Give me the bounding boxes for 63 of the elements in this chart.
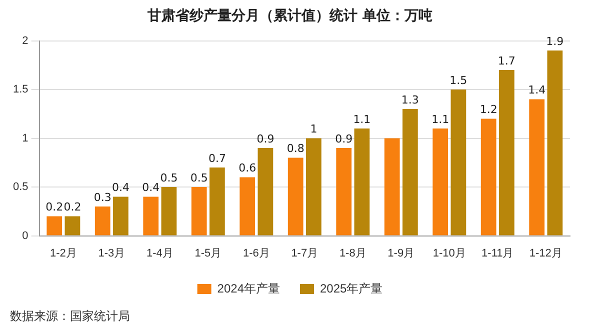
data-label: 0.5 (190, 171, 208, 184)
x-tick-label: 1-6月 (242, 247, 270, 260)
data-label: 0.2 (64, 200, 82, 214)
bar (450, 90, 466, 236)
bar (336, 148, 352, 236)
data-label: 0.4 (142, 181, 160, 194)
bar (113, 196, 128, 236)
y-tick-label: 2 (22, 34, 28, 47)
data-label: 1.3 (401, 93, 419, 106)
data-label: 0.7 (208, 152, 226, 165)
x-tick-label: 1-4月 (146, 247, 174, 260)
bar (288, 158, 304, 236)
bar (46, 216, 62, 236)
data-label: 0.8 (286, 142, 304, 156)
y-tick-label: 1.5 (12, 84, 28, 96)
bar (498, 70, 514, 236)
data-label: 1.5 (450, 74, 468, 87)
x-tick-label: 1-8月 (339, 247, 366, 260)
bar (529, 99, 545, 236)
data-label: 0.9 (256, 132, 274, 146)
x-tick-label: 1-10月 (432, 247, 466, 260)
data-label: 1.9 (546, 34, 564, 48)
bar (354, 128, 370, 236)
data-label: 0.2 (46, 200, 64, 214)
x-tick-label: 1-7月 (291, 247, 318, 260)
data-label: 1 (310, 122, 318, 136)
bar (258, 148, 274, 236)
data-label: 1.2 (480, 103, 498, 116)
y-tick-label: 1 (22, 132, 28, 144)
y-tick-label: 0 (22, 230, 28, 242)
bar (240, 177, 256, 236)
data-label: 0.6 (238, 162, 256, 175)
bar (384, 138, 400, 236)
bar (191, 187, 207, 236)
x-tick-label: 1-9月 (388, 247, 415, 260)
data-label: 0.5 (160, 171, 178, 184)
x-tick-label: 1-5月 (194, 247, 222, 260)
source-note: 数据来源：国家统计局 (10, 308, 130, 325)
bar (143, 196, 159, 236)
bar (432, 128, 448, 236)
data-label: 0.9 (335, 132, 353, 146)
legend-label: 2024年产量 (217, 281, 280, 296)
bar (480, 118, 496, 236)
data-label: 0.3 (94, 190, 112, 204)
bar (64, 216, 80, 236)
bar (402, 109, 418, 236)
bar (547, 50, 563, 236)
bar (94, 206, 110, 236)
data-label: 1.1 (432, 112, 450, 126)
bar (210, 168, 225, 236)
bar (306, 138, 322, 236)
y-tick-label: 0.5 (12, 181, 28, 194)
x-tick-label: 1-2月 (50, 247, 77, 260)
x-tick-label: 1-11月 (482, 247, 514, 260)
x-tick-label: 1-12月 (529, 247, 562, 260)
data-label: 0.4 (112, 181, 130, 194)
x-tick-label: 1-3月 (98, 247, 126, 260)
data-label: 1.4 (528, 84, 546, 97)
bar (161, 187, 177, 236)
data-label: 1.7 (498, 54, 516, 68)
data-label: 1.1 (353, 112, 371, 126)
legend-label: 2025年产量 (320, 281, 383, 296)
chart-title: 甘肃省纱产量分月（累计值）统计 单位：万吨 (146, 7, 432, 24)
